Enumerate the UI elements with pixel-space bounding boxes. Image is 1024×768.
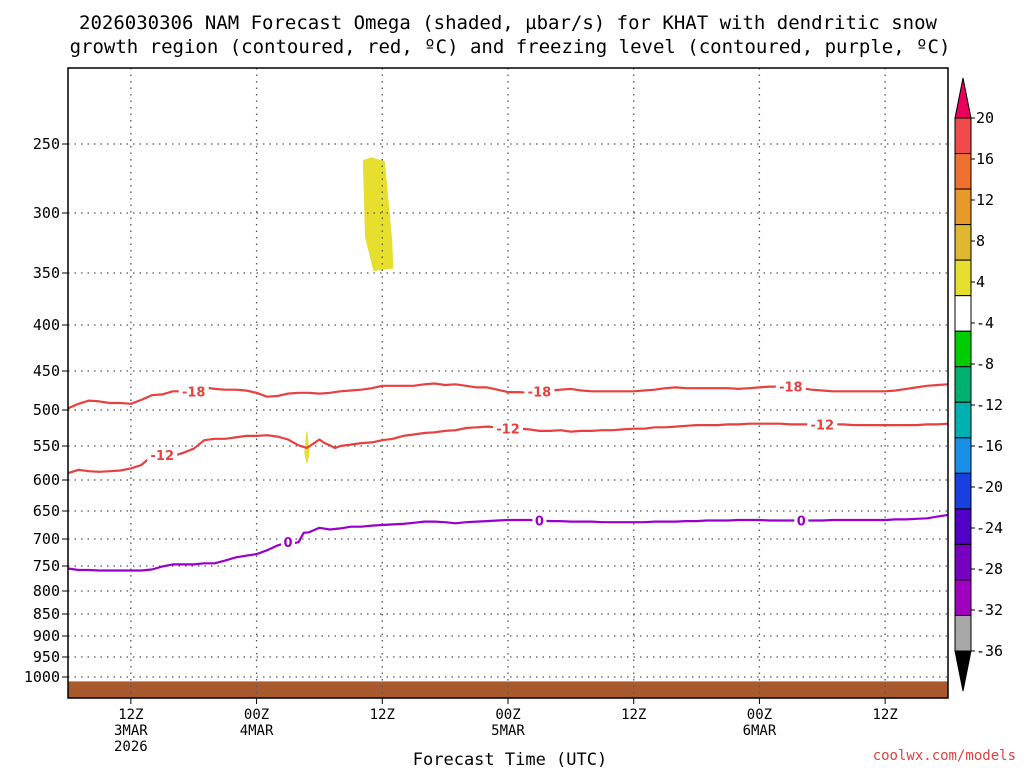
contour-label-bg-freezing-level-0C-1: [532, 513, 547, 528]
colorbar-label-8: 8: [976, 232, 985, 250]
x-axis-label: Forecast Time (UTC): [413, 750, 607, 768]
contour-label-bg-isotherm-minus18-2: [775, 379, 806, 394]
colorbar-bin-5: [954, 295, 972, 332]
colorbar-label--24: -24: [976, 519, 1003, 537]
tick-label-y-550: 550: [33, 437, 60, 455]
tick-label-y-600: 600: [33, 471, 60, 489]
contour-label-bg-freezing-level-0C-0: [281, 535, 295, 550]
colorbar-label-4: 4: [976, 273, 985, 291]
tick-label-y-400: 400: [33, 316, 60, 334]
contour-label-freezing-level-0C-2: 0: [797, 515, 806, 530]
tick-label-y-350: 350: [33, 264, 60, 282]
credit-text: coolwx.com/models: [873, 748, 1016, 764]
colorbar-bin-8: [954, 401, 972, 439]
colorbar-label--36: -36: [976, 642, 1003, 660]
shaded-omega-4-8-upper: [362, 157, 394, 272]
contour-label-isotherm-minus18-2: -18: [779, 381, 803, 396]
tick-label-y-750: 750: [33, 557, 60, 575]
colorbar-bin-11: [954, 508, 972, 545]
ground-surface: [68, 681, 948, 698]
colorbar-label--8: -8: [976, 355, 994, 373]
colorbar-bin-1: [954, 153, 972, 190]
colorbar-bin-0: [954, 117, 972, 155]
tick-label-x-1-1: 00Z: [244, 707, 269, 723]
tick-label-y-700: 700: [33, 530, 60, 548]
colorbar-bin-9: [954, 437, 972, 474]
tick-label-y-800: 800: [33, 582, 60, 600]
colorbar-label--20: -20: [976, 478, 1003, 496]
tick-label-x-5-2: 6MAR: [743, 723, 777, 739]
tick-label-x-1-2: 4MAR: [240, 723, 274, 739]
chart-title-line2: growth region (contoured, red, ºC) and f…: [70, 36, 951, 58]
contour-label-freezing-level-0C-1: 0: [535, 515, 544, 530]
tick-label-y-850: 850: [33, 605, 60, 623]
chart-title-line1: 2026030306 NAM Forecast Omega (shaded, µ…: [79, 12, 937, 34]
colorbar-arrow-bottom: [954, 650, 972, 692]
plot-background: [68, 68, 948, 698]
tick-label-y-650: 650: [33, 502, 60, 520]
tick-label-x-0-2: 3MAR: [114, 723, 148, 739]
colorbar-bin-2: [954, 188, 972, 226]
tick-label-y-500: 500: [33, 401, 60, 419]
colorbar-label--16: -16: [976, 437, 1003, 455]
colorbar-arrow-top: [954, 77, 972, 119]
colorbar-label--28: -28: [976, 560, 1003, 578]
contour-label-bg-isotherm-minus12-2: [807, 417, 838, 432]
colorbar-bin-6: [954, 330, 972, 368]
contour-label-isotherm-minus12-1: -12: [496, 423, 520, 438]
colorbar-bin-4: [954, 259, 972, 297]
plot-area: -18 -18 -18 -12 -12 -12 0 0 0: [67, 67, 949, 699]
contour-label-isotherm-minus18-1: -18: [528, 385, 552, 400]
colorbar-bin-13: [954, 579, 972, 616]
colorbar-bin-10: [954, 472, 972, 510]
contour-label-isotherm-minus18-0: -18: [182, 385, 206, 400]
contour-label-bg-isotherm-minus18-0: [178, 384, 209, 399]
contour-label-isotherm-minus12-0: -12: [151, 449, 175, 464]
colorbar-label--12: -12: [976, 396, 1003, 414]
colorbar-bin-14: [954, 614, 972, 652]
tick-label-x-2-1: 12Z: [370, 707, 395, 723]
tick-label-x-3-1: 00Z: [495, 707, 520, 723]
tick-label-y-250: 250: [33, 135, 60, 153]
contour-label-bg-isotherm-minus18-1: [524, 384, 555, 399]
colorbar-label-12: 12: [976, 191, 994, 209]
tick-label-x-6-1: 12Z: [872, 707, 897, 723]
contour-label-isotherm-minus12-2: -12: [811, 418, 835, 433]
colorbar-label--4: -4: [976, 314, 994, 332]
colorbar-label-20: 20: [976, 109, 994, 127]
contour-isotherm-minus12: [67, 422, 949, 475]
tick-label-y-450: 450: [33, 362, 60, 380]
colorbar: 20 16 12 8 4 -4 -8 -12 -16 -20 -24 -28 -32 -36: [954, 77, 1003, 692]
y-axis: 250 300 350 400 450 500 550 600 650 700 750 800 850 9…: [24, 135, 68, 686]
contour-label-bg-freezing-level-0C-2: [794, 513, 809, 528]
contour-label-bg-isotherm-minus12-1: [493, 421, 523, 436]
tick-label-x-4-1: 12Z: [621, 707, 646, 723]
tick-label-x-0-1: 12Z: [118, 707, 143, 723]
tick-label-y-1000: 1000: [24, 668, 60, 686]
colorbar-bin-3: [954, 224, 972, 261]
colorbar-bin-12: [954, 543, 972, 581]
tick-label-y-900: 900: [33, 627, 60, 645]
tick-label-y-950: 950: [33, 648, 60, 666]
tick-label-x-5-1: 00Z: [747, 707, 772, 723]
contour-label-bg-isotherm-minus12-0: [147, 447, 178, 462]
contour-label-freezing-level-0C-0: 0: [283, 536, 292, 551]
tick-label-x-0-3: 2026: [114, 739, 148, 755]
colorbar-label--32: -32: [976, 601, 1003, 619]
colorbar-label-16: 16: [976, 150, 994, 168]
colorbar-bin-7: [954, 366, 972, 403]
tick-label-x-3-2: 5MAR: [491, 723, 525, 739]
tick-label-y-300: 300: [33, 204, 60, 222]
